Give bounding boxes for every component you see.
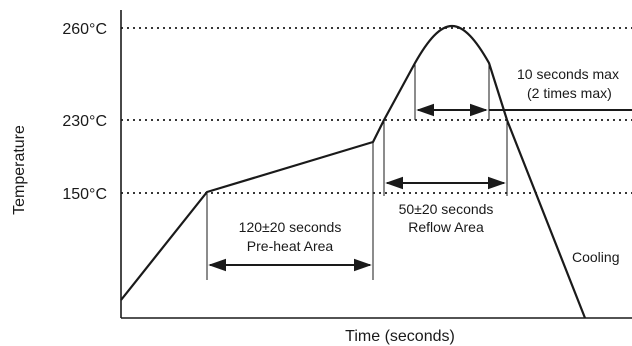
peak-limit-label: (2 times max): [527, 85, 612, 101]
x-axis-label: Time (seconds): [345, 328, 455, 345]
preheat-duration-label: 120±20 seconds: [239, 219, 342, 235]
reflow-area-label: Reflow Area: [408, 219, 484, 235]
reflow-duration-label: 50±20 seconds: [399, 201, 494, 217]
cooling-label: Cooling: [572, 249, 619, 265]
tick-label-150: 150°C: [62, 186, 107, 203]
temperature-profile-curve: [120, 24, 587, 319]
y-axis-label: Temperature: [11, 125, 28, 215]
preheat-area-label: Pre-heat Area: [247, 238, 334, 254]
tick-label-230: 230°C: [62, 113, 107, 130]
peak-duration-label: 10 seconds max: [517, 66, 619, 82]
tick-label-260: 260°C: [62, 21, 107, 38]
